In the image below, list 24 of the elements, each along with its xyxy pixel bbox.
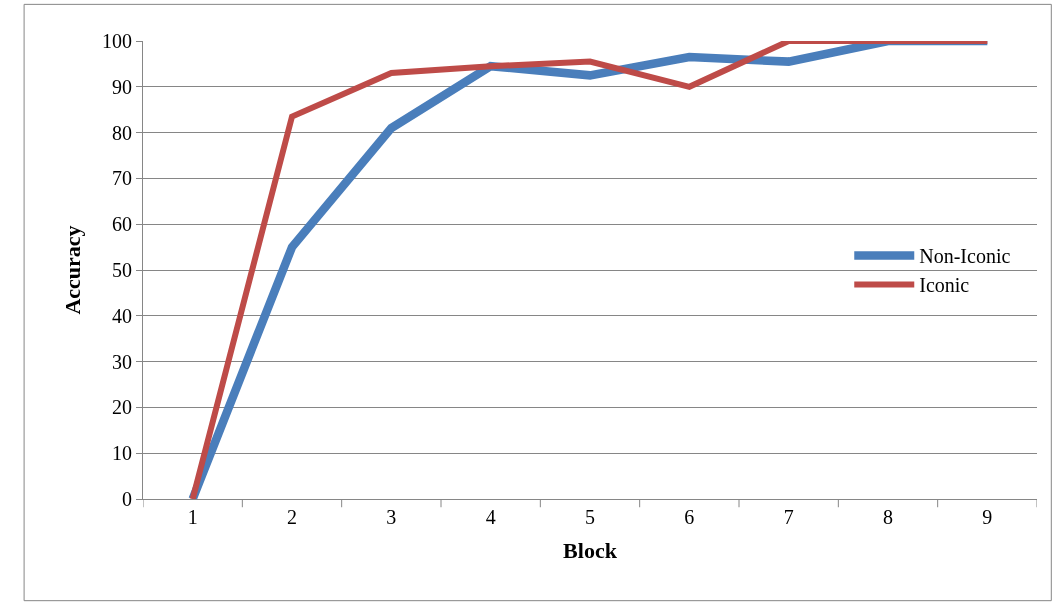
x-tick-label: 4: [485, 506, 496, 528]
y-tick-label: 50: [112, 259, 132, 281]
x-tick-label: 6: [684, 506, 695, 528]
y-tick-label: 40: [112, 304, 132, 327]
x-tick-label: 3: [386, 506, 397, 528]
y-tick-label: 90: [112, 75, 132, 98]
legend-label: Non-Iconic: [919, 245, 1011, 268]
y-tick-label: 60: [112, 213, 132, 236]
y-tick-label: 80: [112, 121, 132, 144]
x-tick-label: 7: [783, 506, 794, 528]
y-tick-label: 100: [102, 30, 132, 52]
y-axis-title: Accuracy: [59, 225, 85, 315]
y-tick-label: 30: [112, 350, 132, 373]
y-tick-label: 10: [112, 442, 132, 465]
y-tick-label: 0: [122, 488, 132, 510]
x-tick-label: 8: [883, 506, 893, 528]
x-axis-title: Block: [563, 537, 618, 563]
x-tick-label: 5: [585, 506, 595, 528]
y-tick-label: 70: [112, 167, 132, 190]
legend-label: Iconic: [919, 274, 970, 297]
x-tick-label: 2: [287, 506, 297, 528]
x-tick-label: 9: [982, 506, 993, 528]
x-tick-label: 1: [187, 506, 198, 528]
y-tick-label: 20: [112, 396, 132, 419]
